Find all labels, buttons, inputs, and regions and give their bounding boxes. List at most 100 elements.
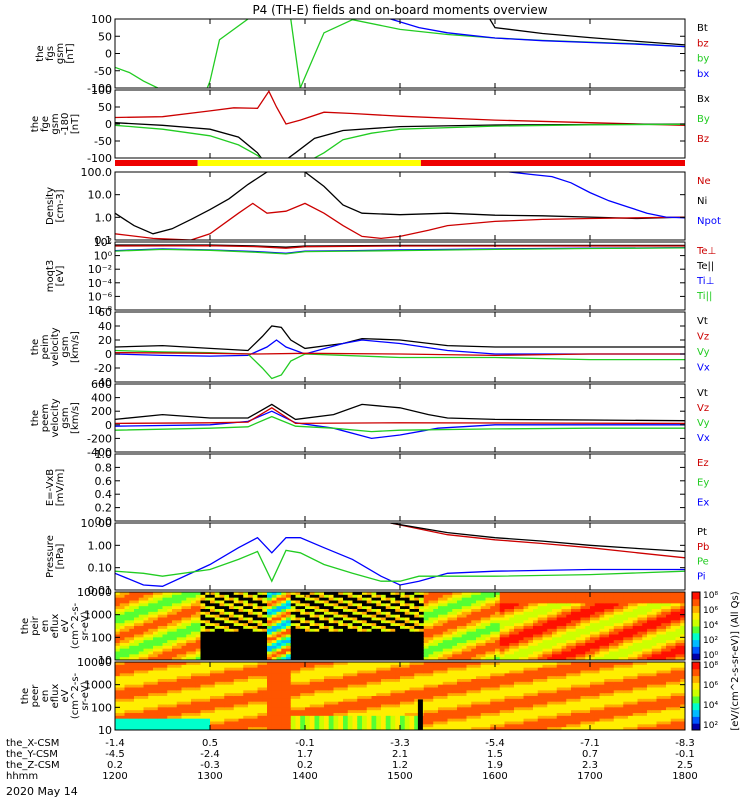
spectrogram-peir bbox=[115, 592, 685, 660]
y-tick-label: 10.0 bbox=[88, 189, 113, 202]
footer-value: 1800 bbox=[672, 771, 697, 782]
series-fgs-bx bbox=[390, 19, 685, 48]
y-tick-label: 100 bbox=[91, 701, 112, 714]
series-pressure-Pb bbox=[390, 523, 685, 559]
y-tick-label: 10 bbox=[98, 654, 112, 667]
y-tick-label: 50 bbox=[98, 101, 112, 114]
series-fge-Bx bbox=[115, 122, 685, 158]
panel-frame bbox=[114, 522, 686, 591]
y-axis-label: thepeerenefluxeV(cm^2-s-sr-eV) bbox=[20, 672, 91, 719]
series-pressure-Pt bbox=[390, 523, 685, 553]
legend-entry: Vx bbox=[697, 363, 710, 374]
y-tick-label: 10000 bbox=[77, 586, 112, 599]
colorbar-tick: 10² bbox=[703, 721, 718, 731]
y-tick-label: 1.0 bbox=[95, 448, 113, 461]
legend-entry: Pe bbox=[697, 557, 709, 568]
footer-value: 1.2 bbox=[392, 760, 408, 771]
series-pressure-Pi bbox=[115, 536, 685, 587]
y-tick-label: 10⁻² bbox=[88, 263, 112, 276]
y-tick-label: 1000 bbox=[84, 679, 112, 692]
date-label: 2020 May 14 bbox=[6, 785, 78, 798]
footer-value: 1200 bbox=[102, 771, 127, 782]
y-tick-label: 200 bbox=[91, 405, 112, 418]
y-tick-label: 60 bbox=[98, 306, 112, 319]
footer-row-label: the_Y-CSM bbox=[6, 749, 58, 760]
mode-bar-segment bbox=[420, 160, 685, 166]
panel-peer: 10000 1000 100 10 thepeerenefluxeV(cm^2-s-sr… bbox=[20, 656, 686, 737]
panel-density: 100.0 10.0 1.0 0.1 Density[cm-3] Ne Ni Npot bbox=[45, 166, 721, 247]
footer-value: 1.7 bbox=[297, 749, 313, 760]
legend-entry: Ni bbox=[697, 196, 707, 207]
y-tick-label: 10.00 bbox=[81, 517, 113, 530]
y-axis-label: thepeemvelocitygsm[km/s] bbox=[30, 398, 81, 437]
legend-entry: Vz bbox=[697, 332, 709, 343]
panel-stack: 100500-50-100thefgsgsm[nT]Btbzbybx100500… bbox=[20, 13, 741, 737]
series-peem-Vz bbox=[115, 407, 685, 425]
y-tick-label: 100.0 bbox=[81, 166, 113, 179]
footer-value: -8.3 bbox=[675, 738, 695, 749]
orbit-footer: the_X-CSM -1.4 0.5 -0.1 -3.3 -5.4 -7.1 -8.3 the_… bbox=[6, 738, 698, 782]
panel-fge: 100 50 0 -50 -100 thefgegsm-180[nT] Bx By Bz bbox=[30, 84, 710, 165]
legend-entry: bz bbox=[697, 38, 709, 49]
y-tick-label: 0 bbox=[105, 48, 112, 61]
footer-value: 1.9 bbox=[487, 760, 503, 771]
legend-entry: By bbox=[697, 114, 710, 125]
series-temps-Ti bbox=[115, 247, 685, 255]
legend-entry: Ex bbox=[697, 497, 709, 508]
series-peim-Vt bbox=[115, 325, 685, 352]
footer-value: -0.1 bbox=[675, 749, 695, 760]
footer-value: 1500 bbox=[387, 771, 412, 782]
y-tick-label: 10000 bbox=[77, 656, 112, 669]
colorbar-tick: 10⁸ bbox=[703, 591, 718, 601]
legend-entry: bx bbox=[697, 69, 709, 80]
series-peem-Vt bbox=[115, 403, 685, 422]
panel-fgs: 100 50 0 -50 -100 thefgsgsm[nT] Bt bz by bx bbox=[35, 13, 709, 95]
panel-efield: 1.00.80.60.40.20.0 E=-VxB[mV/m] Ez Ey Ex bbox=[45, 448, 709, 528]
y-tick-label: 100 bbox=[91, 13, 112, 26]
y-axis-label: thefgegsm-180[nT] bbox=[30, 113, 81, 136]
y-tick-label: 600 bbox=[91, 378, 112, 391]
colorbar-tick: 10⁸ bbox=[703, 661, 718, 671]
series-peim-Vy bbox=[115, 349, 685, 380]
footer-value: 0.7 bbox=[582, 749, 598, 760]
y-tick-label: 1.00 bbox=[88, 539, 113, 552]
legend-entry: Pt bbox=[697, 527, 707, 538]
panel-frame bbox=[114, 241, 686, 311]
y-axis-label: moqt3[eV] bbox=[45, 260, 66, 293]
legend-entry: Ey bbox=[697, 478, 709, 489]
colorbar-tick: 10² bbox=[703, 636, 718, 646]
y-tick-label: 1.0 bbox=[95, 211, 113, 224]
y-tick-label: 0 bbox=[105, 419, 112, 432]
series-density-Ne bbox=[115, 202, 685, 240]
footer-row-label: the_X-CSM bbox=[6, 738, 59, 749]
panel-bar bbox=[115, 160, 685, 166]
legend-entry: Vy bbox=[697, 347, 710, 358]
y-tick-label: 0.0 bbox=[95, 515, 113, 528]
y-tick-label: 10⁻⁴ bbox=[88, 277, 113, 290]
footer-value: 2.1 bbox=[392, 749, 408, 760]
y-tick-label: -50 bbox=[94, 65, 112, 78]
legend-entry: Vz bbox=[697, 403, 709, 414]
legend-entry: Vt bbox=[697, 316, 708, 327]
y-tick-label: 40 bbox=[98, 320, 112, 333]
y-axis-label: thefgsgsm[nT] bbox=[35, 43, 76, 64]
panel-pressure: 10.00 1.00 0.10 0.01 Pressure[nPa] Pt Pb Pe Pi bbox=[45, 517, 709, 597]
legend-entry: Npot bbox=[697, 216, 721, 227]
y-axis-label: Pressure[nPa] bbox=[45, 535, 66, 578]
y-tick-label: 10⁻⁶ bbox=[88, 290, 113, 303]
y-tick-label: 100 bbox=[91, 84, 112, 97]
legend-entry: Bz bbox=[697, 134, 709, 145]
legend-entry: by bbox=[697, 54, 709, 65]
footer-value: 0.5 bbox=[202, 738, 218, 749]
legend-entry: Ti⊥ bbox=[696, 276, 714, 287]
y-tick-label: -40 bbox=[94, 376, 112, 389]
y-tick-label: 1000 bbox=[84, 609, 112, 622]
legend-entry: Vt bbox=[697, 388, 708, 399]
y-axis-label: thepeirenefluxeV(cm^2-s-sr-eV) bbox=[20, 602, 91, 649]
footer-value: -5.4 bbox=[485, 738, 505, 749]
y-tick-label: -200 bbox=[87, 432, 112, 445]
y-tick-label: -400 bbox=[87, 446, 112, 459]
